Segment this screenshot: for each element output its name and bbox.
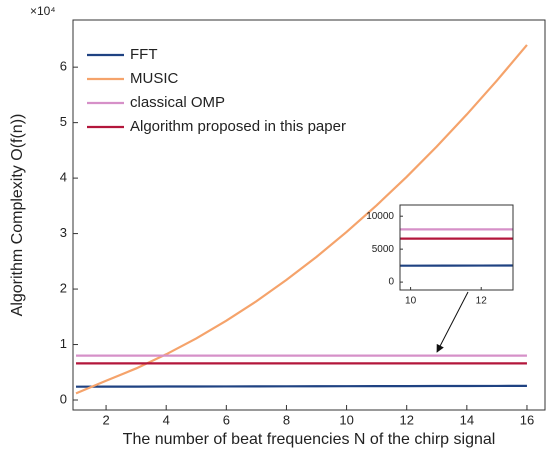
x-tick-label: 14 [460,412,474,427]
y-tick-label: 4 [60,170,67,185]
x-tick-label: 16 [520,412,534,427]
legend-label: Algorithm proposed in this paper [130,118,346,135]
y-axis-label: Algorithm Complexity O(f(n)) [9,114,26,317]
legend-label: classical OMP [130,94,225,111]
series-group [75,44,528,395]
x-axis-label: The number of beat frequencies N of the … [123,431,496,448]
legend-label: MUSIC [130,70,179,87]
line-series [400,264,513,267]
inset-frame [399,204,514,291]
y-tick-label: 0 [388,277,394,288]
y-exponent: ×10⁴ [30,4,56,18]
y-tick-label: 5 [60,114,67,129]
x-tick-label: 12 [476,296,488,307]
x-tick-label: 4 [163,412,170,427]
y-tick-label: 10000 [366,211,394,222]
annotation-arrow [436,291,469,353]
x-tick-label: 2 [102,412,109,427]
y-tick-label: 0 [60,391,67,406]
line-series [76,384,527,388]
line-series [93,0,550,274]
x-tick-label: 10 [339,412,353,427]
x-tick-label: 6 [223,412,230,427]
x-tick-label: 10 [405,296,417,307]
x-tick-label: 12 [399,412,413,427]
x-tick-label: 8 [283,412,290,427]
series-group [93,0,550,274]
inset-frame [399,204,514,291]
y-tick-label: 6 [60,59,67,74]
y-tick-label: 3 [60,225,67,240]
y-tick-label: 5000 [372,244,395,255]
legend-label: FFT [130,46,158,63]
y-tick-label: 1 [60,336,67,351]
line-series [75,44,528,395]
y-tick-label: 2 [60,280,67,295]
plot-frame [72,19,546,411]
